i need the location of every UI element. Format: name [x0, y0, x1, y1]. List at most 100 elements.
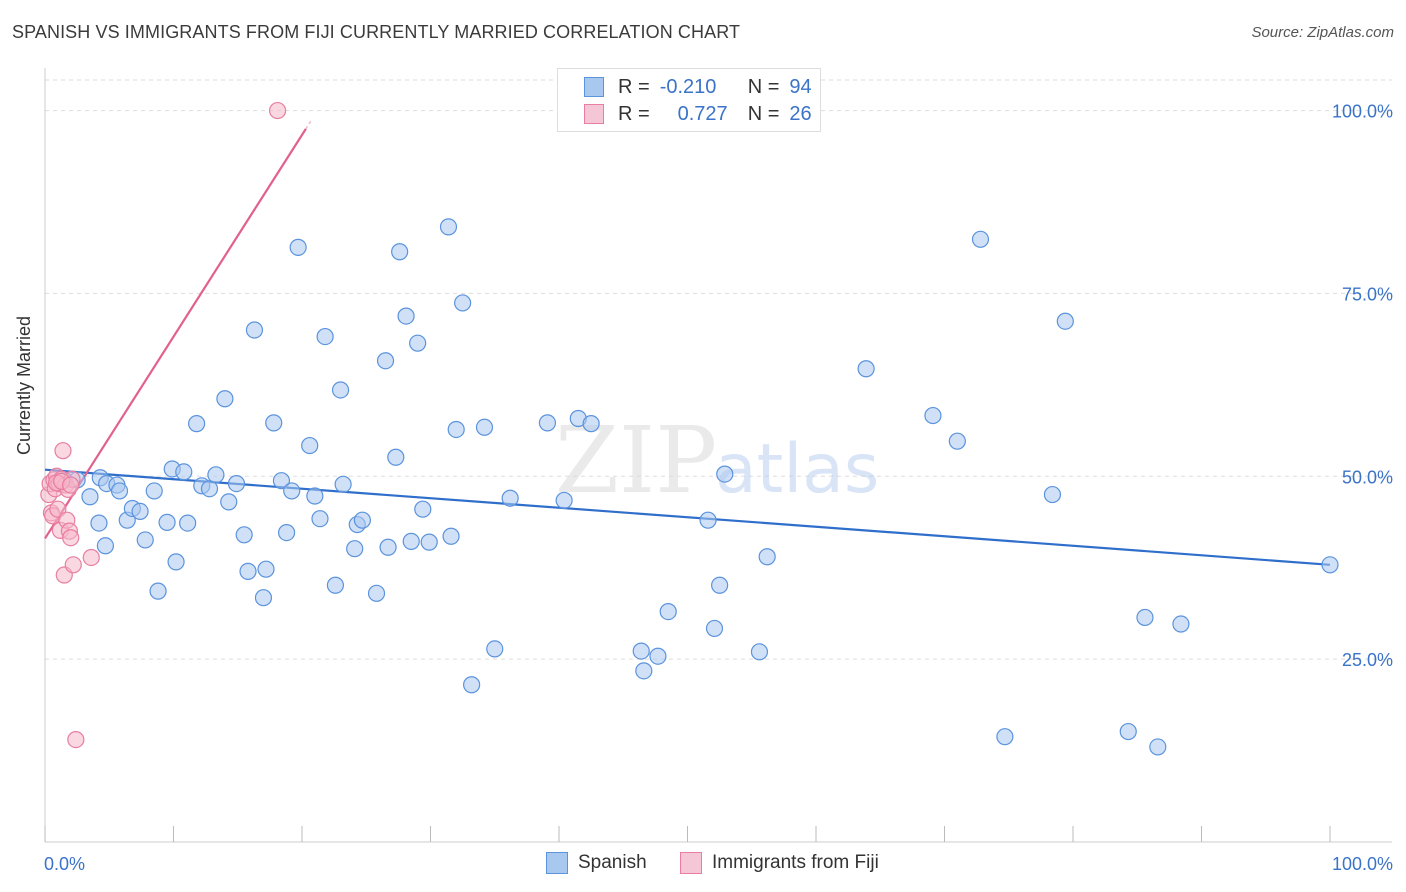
- spanish-point: [272, 472, 291, 490]
- spanish-point: [235, 526, 253, 544]
- spanish-point: [971, 230, 990, 248]
- spanish-point: [439, 218, 458, 236]
- spanish-point: [257, 560, 275, 578]
- spanish-point: [420, 533, 438, 551]
- spanish-point: [1172, 615, 1190, 633]
- y-tick-label: 75.0%: [1342, 284, 1393, 304]
- spanish-point: [346, 540, 364, 558]
- spanish-point: [90, 514, 108, 532]
- spanish-point: [409, 334, 427, 352]
- watermark-atlas: atlas: [715, 430, 879, 509]
- spanish-point: [463, 676, 481, 694]
- x-tick-label: 0.0%: [44, 854, 85, 874]
- spanish-point: [711, 576, 729, 594]
- tick-label-layer: 25.0% 50.0% 75.0% 100.0% 0.0% 100.0%: [44, 102, 1393, 874]
- y-tick-label: 100.0%: [1332, 102, 1393, 122]
- legend-swatch-spanish: [584, 77, 604, 97]
- spanish-point: [216, 390, 234, 408]
- spanish-point: [486, 640, 504, 658]
- spanish-point: [397, 307, 415, 325]
- trend-layer: [44, 118, 1331, 566]
- spanish-point: [331, 381, 350, 399]
- spanish-point: [538, 414, 557, 432]
- spanish-point: [158, 513, 176, 531]
- source-credit: Source: ZipAtlas.com: [1251, 24, 1394, 41]
- legend-row-fiji: R = 0.727 N = 26: [584, 102, 812, 126]
- spanish-point: [716, 465, 734, 483]
- spanish-point: [301, 436, 319, 455]
- spanish-point: [149, 582, 167, 600]
- spanish-point: [239, 562, 257, 580]
- spanish-point: [306, 487, 324, 505]
- legend-n-value: 26: [789, 102, 812, 125]
- spanish-point: [414, 500, 432, 518]
- spanish-point: [387, 448, 405, 466]
- spanish-point: [857, 360, 875, 378]
- spanish-point: [555, 491, 573, 510]
- fiji-point: [62, 476, 80, 494]
- bottom-legend-label-spanish: Spanish: [578, 852, 647, 873]
- bottom-legend-swatch-fiji: [680, 852, 702, 874]
- spanish-point: [334, 475, 352, 493]
- spanish-point: [131, 502, 149, 520]
- fiji-point: [64, 556, 82, 574]
- spanish-point: [454, 294, 472, 312]
- spanish-point: [200, 480, 219, 498]
- spanish-point: [254, 589, 273, 607]
- spanish-point: [705, 619, 724, 638]
- spanish-point: [110, 482, 129, 500]
- bottom-legend-fiji: Immigrants from Fiji: [680, 852, 879, 874]
- spanish-point: [326, 576, 345, 594]
- spanish-point: [750, 643, 769, 661]
- spanish-point: [136, 531, 154, 549]
- spanish-point: [245, 321, 264, 339]
- spanish-point: [220, 493, 238, 511]
- spanish-point: [277, 524, 296, 542]
- spanish-point: [758, 548, 776, 566]
- fiji-point: [82, 548, 100, 567]
- spanish-point: [447, 420, 465, 439]
- spanish-point: [376, 352, 395, 370]
- spanish-point: [402, 532, 420, 550]
- spanish-point: [283, 482, 301, 500]
- spanish-point: [442, 527, 460, 545]
- y-tick-label: 25.0%: [1342, 650, 1393, 670]
- spanish-point: [188, 415, 206, 433]
- spanish-point: [175, 463, 193, 481]
- legend-n-label: N =: [747, 75, 780, 98]
- legend-r-value: 0.727: [677, 102, 728, 125]
- spanish-point: [1136, 608, 1154, 627]
- spanish-point: [289, 238, 307, 256]
- fiji-trend-extension: [305, 118, 313, 130]
- spanish-point: [265, 414, 283, 432]
- spanish-point: [316, 327, 334, 346]
- spanish-point: [1119, 722, 1137, 741]
- spanish-point: [948, 432, 966, 450]
- spanish-point: [632, 642, 650, 660]
- legend-r-label: R =: [618, 75, 650, 98]
- bottom-legend-spanish: Spanish: [546, 852, 647, 874]
- spanish-point: [227, 475, 246, 493]
- fiji-point: [62, 529, 80, 547]
- spanish-point: [311, 510, 329, 528]
- spanish-point: [996, 728, 1014, 746]
- spanish-point: [635, 662, 653, 680]
- spanish-point: [1149, 738, 1167, 756]
- spanish-point: [1043, 485, 1062, 504]
- spanish-point: [391, 243, 409, 261]
- spanish-point: [81, 488, 99, 506]
- axis-layer: [44, 68, 1392, 843]
- bottom-legend-swatch-spanish: [546, 852, 568, 874]
- fiji-point: [67, 730, 85, 749]
- spanish-point: [475, 418, 494, 436]
- spanish-point: [367, 584, 386, 602]
- spanish-point: [379, 538, 397, 556]
- spanish-point: [353, 511, 371, 529]
- y-tick-label: 50.0%: [1342, 467, 1393, 487]
- x-tick-label: 100.0%: [1332, 854, 1393, 874]
- fiji-point: [54, 442, 72, 460]
- legend-n-value: 94: [789, 75, 812, 98]
- y-axis-label: Currently Married: [14, 315, 34, 455]
- spanish-point: [145, 482, 163, 500]
